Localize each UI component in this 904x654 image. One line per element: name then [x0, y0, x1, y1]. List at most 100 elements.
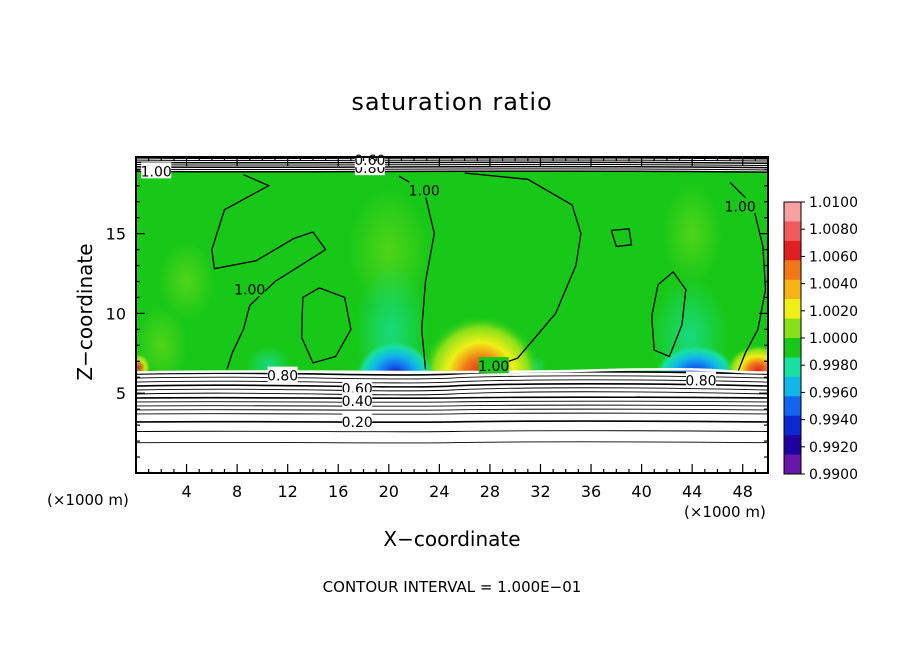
x-tick-label: 8 [232, 482, 242, 501]
x-unit-label: (×1000 m) [684, 503, 766, 521]
colorbar-swatch-9 [784, 376, 801, 397]
colorbar-label: 1.0000 [809, 331, 858, 347]
contour-label-bg-11 [342, 412, 373, 429]
lower-contour-7 [135, 400, 769, 403]
x-tick-label: 24 [429, 482, 449, 501]
x-tick-label: 12 [278, 482, 298, 501]
contour-1p00-4 [610, 228, 633, 248]
x-tick-label: 32 [530, 482, 550, 501]
contour-label-4: 1.00 [725, 199, 756, 215]
lower-contour-10 [135, 412, 769, 415]
lower-contour-1 [135, 375, 769, 380]
x-tick-label: 36 [581, 482, 601, 501]
top-contour-2 [135, 161, 769, 165]
contour-label-bg-10 [342, 392, 373, 409]
contour-label-3: 1.00 [409, 184, 440, 200]
extreme-dry-1 [357, 341, 433, 373]
colorbar-swatch-6 [784, 318, 801, 339]
colorbar-label: 1.0020 [809, 304, 858, 320]
contour-label-bg-0 [141, 162, 172, 179]
contour-label-8: 0.80 [685, 373, 716, 389]
extreme-dry-2 [656, 345, 736, 373]
lower-contour-4 [135, 387, 769, 392]
colorbar-swatch-12 [784, 435, 801, 456]
y-tick-label: 5 [116, 384, 126, 403]
contour-label-bg-3 [409, 181, 440, 198]
colorbar-label: 0.9940 [809, 413, 858, 429]
colorbar-swatch-7 [784, 338, 801, 358]
colorbar-swatch-11 [784, 415, 801, 436]
x-tick-label: 48 [733, 482, 753, 501]
contour-label-bg-9 [342, 379, 373, 396]
contour-label-5: 1.00 [234, 282, 265, 298]
lower-contour-9 [135, 408, 769, 411]
colorbar-swatch-2 [784, 240, 801, 261]
lower-contour-0 [135, 371, 769, 376]
lower-contour-6 [135, 396, 769, 400]
field-patch-2 [662, 183, 723, 284]
colorbar-label: 0.9900 [809, 467, 858, 483]
colorbar-swatch-3 [784, 260, 801, 281]
saturation-field [136, 171, 768, 373]
contour-label-11: 0.20 [342, 415, 373, 431]
colorbar-swatch-5 [784, 299, 801, 320]
chart-title: saturation ratio [351, 88, 553, 116]
lower-contour-11 [135, 420, 769, 424]
contour-label-bg-7 [267, 366, 298, 383]
colorbar-label: 0.9960 [809, 385, 858, 401]
contour-label-bg-2 [354, 151, 385, 168]
colorbar-label: 1.0100 [809, 195, 858, 211]
colorbar-label: 0.9920 [809, 440, 858, 456]
field-left-edge [136, 353, 151, 373]
contour-label-bg-4 [725, 197, 756, 214]
contour-label-6: 1.00 [478, 359, 509, 375]
top-contour-4 [135, 165, 769, 169]
contour-1p00-0 [211, 174, 327, 370]
y-tick-label: 15 [106, 225, 126, 244]
y-tick-label: 10 [106, 304, 126, 323]
x-tick-label: 16 [328, 482, 348, 501]
colorbar-swatch-0 [784, 202, 801, 222]
top-contour-5 [135, 168, 769, 171]
contour-label-bg-6 [478, 357, 509, 374]
colorbar-label: 1.0080 [809, 222, 858, 238]
extreme-moist-3 [725, 344, 768, 373]
contour-label-2: 0.60 [354, 153, 385, 169]
top-contour-3 [135, 163, 769, 167]
x-axis-label: X−coordinate [383, 527, 521, 551]
contour-interval-note: CONTOUR INTERVAL = 1.000E−01 [322, 578, 582, 596]
contour-1p00-2 [464, 172, 582, 372]
contour-label-7: 0.80 [267, 369, 298, 385]
lower-contour-12 [135, 430, 769, 433]
top-contour-6 [135, 170, 769, 173]
field-cyan-2 [246, 346, 291, 373]
contour-1p00-5 [651, 270, 687, 358]
colorbar-label: 1.0040 [809, 277, 858, 293]
colorbar-swatch-1 [784, 221, 801, 242]
contour-label-0: 1.00 [141, 164, 172, 180]
colorbar-swatch-8 [784, 357, 801, 378]
contour-1p00-3 [300, 287, 352, 364]
lower-contour-8 [135, 404, 769, 407]
lower-contour-13 [135, 441, 769, 444]
colorbar-label: 0.9980 [809, 358, 858, 374]
boundary-gap [135, 367, 769, 374]
colorbar-swatch-4 [784, 279, 801, 300]
colorbar-swatch-10 [784, 396, 801, 417]
x-tick-label: 4 [181, 482, 191, 501]
x-tick-label: 20 [379, 482, 399, 501]
lower-contour-5 [135, 391, 769, 396]
x-tick-label: 44 [682, 482, 702, 501]
lower-contour-3 [135, 382, 769, 388]
colorbar-swatch-13 [784, 454, 801, 475]
contour-label-bg-5 [234, 280, 265, 297]
field-patch-3 [136, 305, 188, 373]
colorbar-label: 1.0060 [809, 249, 858, 265]
extreme-moist-0 [421, 315, 541, 373]
x-tick-label: 40 [631, 482, 651, 501]
y-unit-label: (×1000 m) [47, 491, 129, 509]
y-axis-label: Z−coordinate [73, 243, 97, 381]
contour-label-bg-8 [686, 371, 717, 388]
contour-label-10: 0.40 [342, 394, 373, 410]
